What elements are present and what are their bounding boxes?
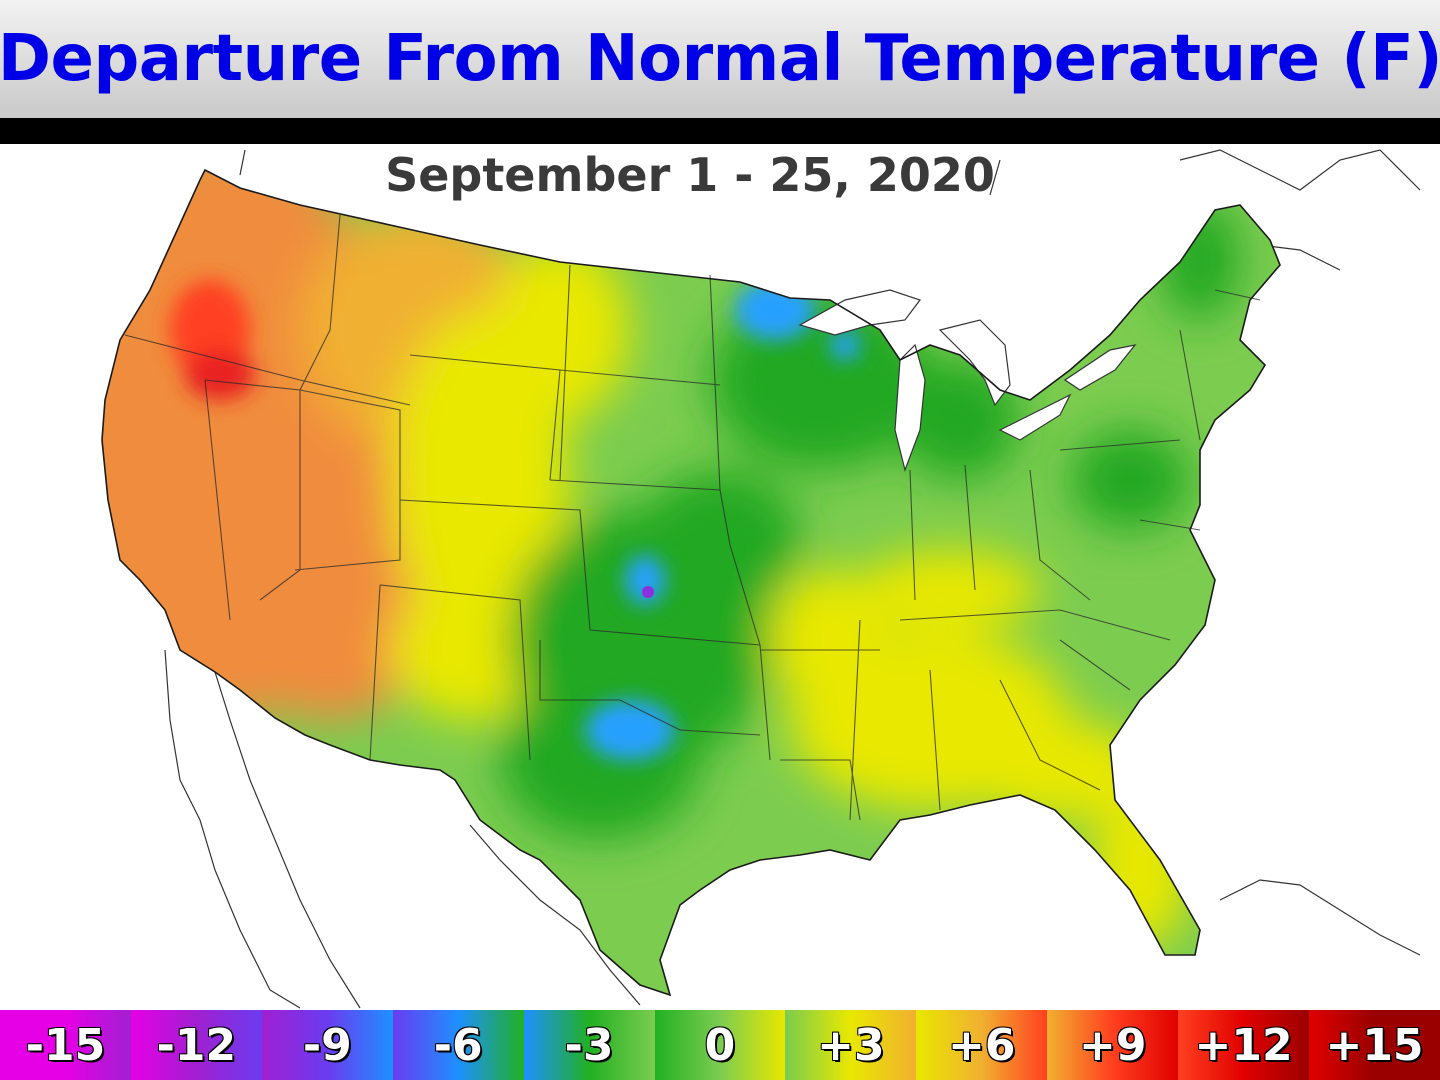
title-bar: Departure From Normal Temperature (F) (0, 0, 1440, 118)
great-lakes (798, 289, 1137, 473)
legend-item: -12 (130, 1010, 262, 1080)
legend-item: -15 (0, 1010, 131, 1080)
map-title: Departure From Normal Temperature (F) (0, 22, 1440, 96)
map-svg (101, 149, 1421, 1009)
legend-item: +15 (1309, 1010, 1440, 1080)
state-boundaries (124, 214, 1261, 821)
legend-item: +9 (1047, 1010, 1179, 1080)
legend-item: +6 (916, 1010, 1048, 1080)
legend-item: 0 (654, 1010, 786, 1080)
date-range-subtitle: September 1 - 25, 2020 (385, 148, 995, 202)
temperature-map (0, 144, 1440, 1010)
legend-item: -3 (523, 1010, 655, 1080)
color-legend: -15 -12 -9 -6 -3 0 +3 +6 +9 +12 +15 (0, 1010, 1440, 1080)
anomaly-field (102, 170, 1280, 995)
legend-item: -6 (392, 1010, 524, 1080)
legend-item: +12 (1178, 1010, 1310, 1080)
legend-item: +3 (785, 1010, 917, 1080)
title-divider (0, 118, 1440, 144)
legend-item: -9 (261, 1010, 393, 1080)
